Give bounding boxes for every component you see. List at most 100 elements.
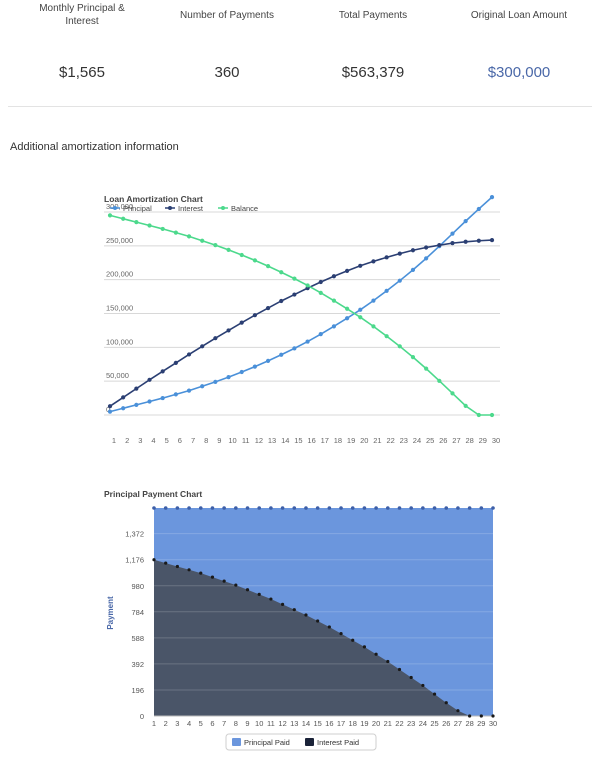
principal-point: [409, 506, 413, 510]
y-tick-label: 784: [131, 608, 144, 617]
principal-point: [222, 506, 226, 510]
principal-point: [315, 506, 320, 510]
principal-point: [280, 506, 285, 510]
x-tick-label: 22: [395, 719, 403, 728]
data-point: [252, 364, 257, 369]
data-point: [186, 234, 192, 239]
data-point: [160, 395, 165, 401]
principal-point: [257, 506, 262, 510]
data-point: [292, 276, 297, 281]
data-point: [134, 402, 139, 407]
data-point: [345, 268, 350, 273]
interest-point: [421, 683, 425, 688]
x-tick-label: 28: [465, 436, 473, 445]
data-point: [489, 195, 495, 200]
x-tick-label: 21: [384, 719, 392, 728]
data-point: [410, 248, 416, 253]
data-point: [147, 377, 152, 382]
legend-label: Principal: [123, 204, 152, 213]
principal-point: [456, 506, 460, 510]
data-point: [345, 316, 350, 321]
principal-payment-chart: Principal Payment Chart 0196392588784980…: [104, 489, 497, 751]
interest-paid-area: [154, 559, 493, 716]
data-point: [173, 230, 178, 235]
loan-summary: Monthly Principal & Interest $1,565 Numb…: [0, 0, 600, 106]
x-tick-label: 13: [290, 719, 298, 728]
x-tick-label: 2: [164, 719, 168, 728]
summary-total-payments: Total Payments $563,379: [298, 0, 448, 82]
x-tick-label: 5: [165, 436, 169, 445]
data-point: [134, 220, 139, 225]
interest-point: [456, 709, 460, 713]
data-point: [239, 252, 244, 258]
principal-point: [187, 506, 191, 510]
data-point: [450, 231, 455, 236]
data-point: [476, 238, 481, 243]
x-tick-label: 18: [349, 719, 357, 728]
data-point: [437, 243, 442, 248]
principal-point: [175, 506, 180, 510]
data-point: [358, 315, 363, 320]
principal-point: [385, 506, 390, 510]
x-tick-label: 1: [112, 436, 116, 445]
data-point: [489, 237, 495, 243]
interest-point: [304, 613, 308, 617]
x-tick-label: 18: [334, 436, 342, 445]
data-point: [424, 245, 429, 250]
data-point: [384, 334, 389, 339]
interest-point: [316, 619, 320, 623]
legend-label: Balance: [231, 204, 258, 213]
principal-point: [479, 506, 484, 510]
data-point: [305, 283, 310, 288]
x-tick-label: 22: [386, 436, 394, 445]
legend-swatch: [232, 738, 241, 746]
principal-point: [327, 506, 332, 510]
interest-point: [234, 583, 238, 587]
interest-point: [164, 561, 168, 565]
x-tick-label: 24: [413, 436, 421, 445]
summary-label: Monthly Principal & Interest: [39, 3, 125, 27]
data-point: [397, 251, 402, 256]
x-tick-label: 11: [267, 719, 275, 728]
data-point: [213, 336, 218, 341]
y-tick-label: 0: [140, 712, 144, 721]
data-point: [424, 256, 429, 261]
y-tick-label: 50,000: [106, 371, 129, 380]
data-point: [265, 264, 271, 269]
series-line-principal: [109, 196, 493, 413]
data-point: [463, 403, 468, 408]
interest-point: [444, 701, 448, 705]
x-tick-label: 19: [360, 719, 368, 728]
y-tick-label: 1,372: [125, 530, 144, 539]
interest-point: [245, 588, 250, 592]
x-tick-label: 19: [347, 436, 355, 445]
interest-point: [351, 638, 355, 642]
data-point: [200, 344, 205, 349]
x-tick-label: 14: [302, 719, 310, 728]
legend-marker: [221, 206, 225, 210]
principal-point: [292, 506, 297, 510]
principal-point: [374, 506, 378, 510]
chart-title: Loan Amortization Chart: [104, 194, 203, 204]
x-tick-label: 10: [255, 719, 263, 728]
x-tick-label: 10: [228, 436, 236, 445]
x-tick-label: 29: [479, 436, 487, 445]
data-point: [410, 267, 416, 272]
data-point: [213, 379, 218, 384]
data-point: [226, 247, 231, 252]
data-point: [371, 298, 376, 303]
y-tick-label: 200,000: [106, 270, 133, 279]
data-point: [437, 378, 442, 383]
y-tick-label: 392: [131, 660, 144, 669]
principal-point: [491, 506, 495, 510]
summary-number-of-payments: Number of Payments 360: [152, 0, 302, 82]
x-tick-label: 2: [125, 436, 129, 445]
data-point: [160, 369, 165, 374]
data-point: [318, 279, 323, 285]
principal-point: [350, 506, 355, 510]
x-tick-label: 3: [138, 436, 142, 445]
data-point: [345, 306, 350, 311]
principal-point: [269, 506, 273, 510]
x-tick-label: 9: [245, 719, 249, 728]
interest-point: [468, 714, 472, 718]
